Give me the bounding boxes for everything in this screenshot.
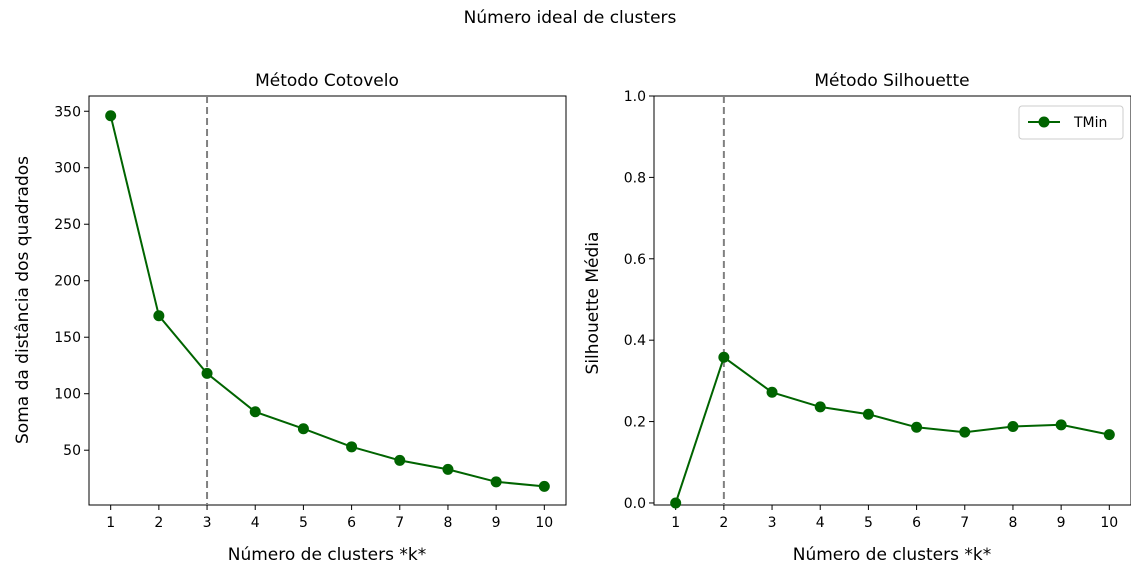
elbow-chart-title: Método Cotovelo — [255, 71, 399, 91]
elbow-chart-x-tick-label: 9 — [492, 515, 501, 531]
elbow-chart-data-point — [105, 110, 117, 122]
elbow-chart-y-tick-label: 250 — [54, 217, 81, 233]
elbow-chart: Método Cotovelo Número de clusters *k* S… — [13, 71, 567, 565]
silhouette-chart-y-tick-label: 0.6 — [624, 252, 646, 268]
silhouette-chart-title: Método Silhouette — [814, 71, 969, 91]
silhouette-chart-x-tick-label: 8 — [1008, 515, 1017, 531]
silhouette-chart-x-tick-label: 5 — [864, 515, 873, 531]
silhouette-chart-x-tick-label: 6 — [912, 515, 921, 531]
silhouette-chart-legend-swatch-marker — [1038, 116, 1050, 128]
elbow-chart-x-tick-label: 6 — [347, 515, 356, 531]
silhouette-chart-data-point — [718, 351, 730, 363]
silhouette-chart-x-tick-label: 7 — [960, 515, 969, 531]
silhouette-chart-y-tick-label: 0.2 — [624, 415, 646, 431]
silhouette-chart-y-tick-label: 0.4 — [624, 333, 646, 349]
silhouette-chart-ylabel: Silhouette Média — [583, 232, 603, 375]
elbow-chart-y-tick-label: 150 — [54, 330, 81, 346]
elbow-chart-data-point — [394, 454, 406, 466]
silhouette-chart-x-tick-label: 3 — [768, 515, 777, 531]
silhouette-chart-data-point — [959, 426, 971, 438]
elbow-chart-data-point — [249, 406, 261, 418]
silhouette-chart-data-point — [911, 421, 923, 433]
elbow-chart-xlabel: Número de clusters *k* — [228, 545, 427, 565]
silhouette-chart-y-tick-label: 0.8 — [624, 170, 646, 186]
elbow-chart-x-tick-label: 1 — [106, 515, 115, 531]
elbow-chart-x-tick-label: 2 — [154, 515, 163, 531]
silhouette-chart-series-line — [674, 355, 1110, 504]
silhouette-chart-legend-label: TMin — [1073, 115, 1107, 131]
elbow-chart-x-tick-label: 3 — [203, 515, 212, 531]
elbow-chart-y-tick-label: 50 — [63, 443, 81, 459]
elbow-chart-y-tick-label: 350 — [54, 104, 81, 120]
silhouette-chart: Método Silhouette Número de clusters *k*… — [583, 71, 1131, 565]
silhouette-chart-data-point — [1055, 419, 1067, 431]
silhouette-chart-axes-frame — [653, 95, 1131, 506]
silhouette-chart-y-tick-label: 0.0 — [624, 496, 646, 512]
silhouette-chart-xlabel: Número de clusters *k* — [793, 545, 992, 565]
elbow-chart-x-tick-label: 10 — [535, 515, 553, 531]
elbow-chart-x-tick-label: 4 — [251, 515, 260, 531]
elbow-chart-data-point — [201, 367, 213, 379]
elbow-chart-data-point — [538, 480, 550, 492]
silhouette-chart-x-tick-label: 1 — [671, 515, 680, 531]
elbow-chart-y-tick-label: 200 — [54, 274, 81, 290]
elbow-chart-data-point — [297, 423, 309, 435]
elbow-chart-data-point — [490, 476, 502, 488]
elbow-chart-y-tick-label: 100 — [54, 387, 81, 403]
elbow-chart-x-tick-label: 8 — [443, 515, 452, 531]
silhouette-chart-data-point — [814, 401, 826, 413]
elbow-chart-data-point — [442, 463, 454, 475]
elbow-chart-x-tick-label: 7 — [395, 515, 404, 531]
elbow-chart-x-tick-label: 5 — [299, 515, 308, 531]
silhouette-chart-legend-box — [1018, 105, 1124, 140]
elbow-chart-data-point — [153, 310, 165, 322]
elbow-chart-axes-frame — [88, 95, 567, 506]
silhouette-chart-x-tick-label: 10 — [1100, 515, 1118, 531]
elbow-chart-plot-area: 1 2 3 4 5 6 7 8 9 10 50 100 150 200 250 300 350 — [54, 95, 567, 531]
silhouette-chart-plot-area: 1 2 3 4 5 6 7 8 9 10 0.0 0.2 0.4 0.6 0.8 1.0 TMin — [624, 89, 1131, 531]
silhouette-chart-x-tick-label: 4 — [816, 515, 825, 531]
silhouette-chart-x-tick-label: 2 — [719, 515, 728, 531]
elbow-chart-data-point — [346, 441, 358, 453]
silhouette-chart-data-point — [1103, 429, 1115, 441]
figure-suptitle: Número ideal de clusters — [464, 8, 677, 28]
silhouette-chart-data-point — [766, 386, 778, 398]
elbow-chart-ylabel: Soma da distância dos quadrados — [13, 156, 33, 444]
silhouette-chart-y-tick-label: 1.0 — [624, 89, 646, 105]
silhouette-chart-data-point — [1007, 420, 1019, 432]
elbow-chart-series-line — [109, 115, 545, 488]
silhouette-chart-x-tick-label: 9 — [1057, 515, 1066, 531]
silhouette-chart-data-point — [862, 408, 874, 420]
elbow-chart-y-tick-label: 300 — [54, 161, 81, 177]
silhouette-chart-data-point — [670, 497, 682, 509]
